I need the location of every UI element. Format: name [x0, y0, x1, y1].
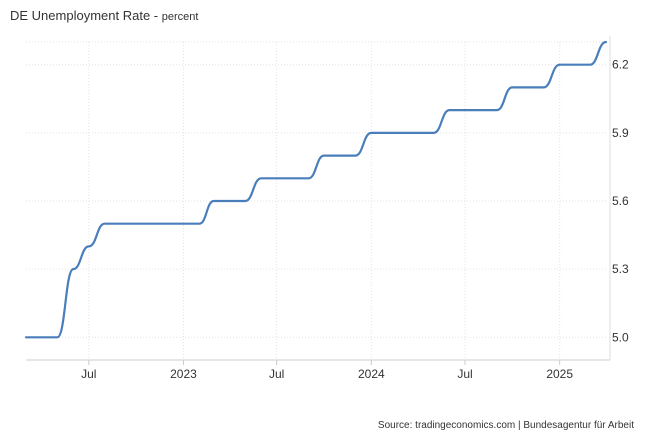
- chart-title: DE Unemployment Rate - percent: [10, 8, 198, 23]
- x-tick-label: Jul: [269, 367, 284, 381]
- x-tick-label: Jul: [81, 367, 96, 381]
- chart-title-text: DE Unemployment Rate: [10, 8, 151, 23]
- y-tick-label: 5.3: [612, 262, 629, 276]
- y-tick-label: 5.0: [612, 330, 629, 344]
- chart-unit: percent: [161, 11, 199, 23]
- x-tick-label: 2024: [358, 367, 385, 381]
- title-separator: -: [153, 8, 162, 23]
- tick-labels: 5.0 5.3 5.6 5.9 6.2 Jul 2023 Jul 2024 Jul 2025: [81, 58, 629, 381]
- series-line: [24, 40, 608, 339]
- y-tick-label: 5.6: [612, 194, 629, 208]
- source-note: Source: tradingeconomics.com | Bundesage…: [377, 420, 634, 431]
- series: [24, 40, 608, 339]
- axes: [26, 36, 611, 365]
- grid: [26, 41, 606, 360]
- y-tick-label: 5.9: [612, 126, 629, 140]
- x-tick-label: 2023: [170, 367, 197, 381]
- x-tick-label: Jul: [457, 367, 472, 381]
- y-tick-label: 6.2: [612, 58, 629, 72]
- x-tick-label: 2025: [546, 367, 573, 381]
